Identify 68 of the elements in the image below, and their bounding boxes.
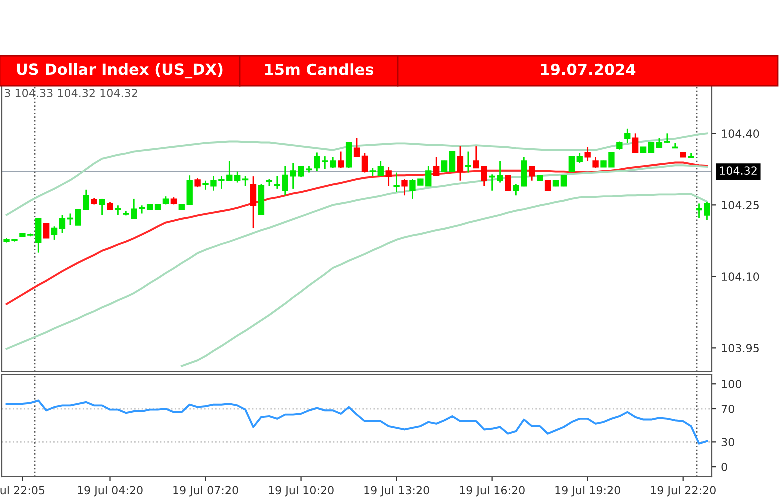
candlestick	[36, 218, 42, 254]
candlestick	[362, 152, 368, 174]
y-tick-label: 100	[722, 380, 742, 388]
y-tick-label: 0	[722, 463, 728, 472]
candlestick	[386, 166, 392, 187]
candlestick	[434, 156, 440, 177]
candlestick	[250, 176, 257, 230]
line-series	[6, 400, 708, 445]
line-series	[6, 132, 708, 216]
candlestick	[449, 152, 456, 172]
annotation: 3 104.33 104.32 104.32	[4, 89, 138, 98]
candlestick	[584, 146, 591, 162]
x-tick-label: 19 Jul 19:20	[556, 486, 620, 497]
candlestick	[624, 128, 631, 144]
candlestick	[568, 156, 575, 172]
candlestick	[465, 151, 472, 174]
candlestick	[115, 204, 122, 216]
x-tick-label: 19 Jul 04:20	[78, 486, 143, 497]
candlestick	[194, 178, 201, 188]
candlestick	[648, 142, 655, 153]
candlestick	[59, 214, 66, 234]
x-tick-label: ul 22:05	[0, 486, 45, 495]
candlestick	[632, 132, 639, 154]
candlestick	[481, 165, 488, 187]
x-tick-label: 19 Jul 13:20	[364, 486, 430, 497]
candlestick	[473, 146, 480, 170]
x-tick-label: 19 Jul 16:20	[460, 486, 525, 497]
candlestick	[242, 175, 249, 187]
candlestick	[402, 178, 408, 196]
candlestick	[83, 189, 90, 212]
candlestick	[330, 156, 336, 169]
candlestick	[67, 213, 74, 226]
candlestick	[576, 152, 583, 164]
candlestick	[51, 226, 58, 241]
candlestick	[274, 175, 280, 190]
line-series	[6, 164, 708, 350]
x-tick-label: 19 Jul 22:20	[651, 486, 716, 497]
line-series	[180, 193, 708, 368]
candlestick	[354, 138, 360, 158]
candlestick	[43, 222, 50, 239]
y-tick-label: 104.25	[722, 201, 759, 210]
candlestick	[529, 165, 536, 182]
y-tick-label: 104.10	[722, 272, 760, 282]
candlestick	[457, 146, 464, 182]
candlestick	[378, 160, 384, 177]
candlestick	[346, 142, 352, 169]
candlestick	[505, 175, 512, 192]
candlestick	[99, 198, 106, 216]
candlestick	[656, 138, 663, 150]
candlestick	[441, 160, 448, 172]
candlestick	[186, 174, 193, 206]
candlestick	[394, 172, 400, 193]
ref-line-label: 104.32	[720, 166, 757, 176]
chart-title: US Dollar Index (US_DX)	[17, 63, 223, 79]
y-tick-label: 104.40	[722, 130, 760, 138]
candlestick	[338, 151, 344, 169]
candlestick	[592, 156, 599, 169]
candlestick	[544, 180, 552, 192]
y-tick-label: 103.95	[722, 344, 759, 353]
text: 19.07.2024	[541, 64, 636, 76]
y-tick-label: 70	[722, 404, 734, 414]
x-tick-label: 19 Jul 07:20	[174, 486, 238, 497]
x-tick-label: 19 Jul 10:20	[269, 486, 334, 497]
candlestick	[234, 171, 241, 184]
chart-subtitle: 15m Candles	[265, 64, 374, 76]
candlestick	[560, 174, 568, 188]
candlestick	[75, 209, 82, 226]
y-tick-label: 30	[722, 438, 734, 447]
